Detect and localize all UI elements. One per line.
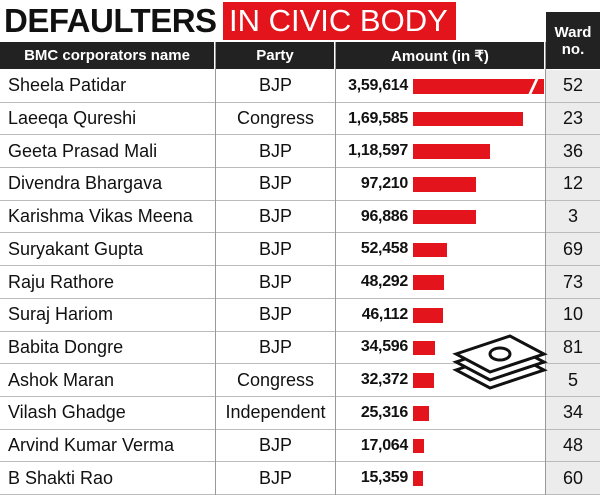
ward-no: 36 — [546, 135, 600, 169]
bar — [413, 406, 430, 421]
header-amount: Amount (in ₹) — [336, 42, 544, 69]
amount-label: 48,292 — [336, 266, 408, 299]
ward-no: 73 — [546, 266, 600, 299]
amount-label: 1,18,597 — [336, 135, 408, 169]
corporator-name: Karishma Vikas Meena — [0, 201, 215, 234]
ward-column-bg — [546, 70, 600, 495]
ward-no: 81 — [546, 332, 600, 365]
ward-no: 12 — [546, 168, 600, 201]
amount-cell-line — [408, 364, 545, 397]
party: BJP — [216, 332, 335, 365]
column-divider — [215, 42, 216, 495]
amount-cell-line — [408, 201, 545, 234]
bar — [413, 438, 425, 454]
amount-label: 32,372 — [336, 364, 408, 397]
amount-label: 96,886 — [336, 201, 408, 234]
party: BJP — [216, 234, 335, 267]
bar — [413, 79, 544, 94]
ward-no: 5 — [546, 364, 600, 397]
bar — [413, 177, 477, 192]
bar — [413, 144, 491, 160]
party: BJP — [216, 430, 335, 463]
header-ward: Ward no. — [546, 12, 600, 69]
ward-no: 23 — [546, 103, 600, 136]
title-highlight: IN CIVIC BODY — [223, 2, 456, 40]
title: DEFAULTERS — [4, 2, 217, 39]
ward-no: 3 — [546, 201, 600, 234]
corporator-name: Ashok Maran — [0, 364, 215, 397]
amount-cell-line — [408, 168, 545, 201]
party: Independent — [216, 397, 335, 430]
header-party: Party — [216, 42, 334, 69]
bar — [413, 373, 435, 388]
amount-cell-line — [408, 266, 545, 299]
party: BJP — [216, 462, 335, 495]
party: Congress — [216, 103, 335, 136]
corporator-name: Arvind Kumar Verma — [0, 430, 215, 463]
bar — [413, 242, 448, 258]
corporator-name: B Shakti Rao — [0, 462, 215, 495]
bar — [413, 471, 423, 487]
amount-cell-line — [408, 462, 545, 495]
amount-cell-line — [408, 430, 545, 463]
bar — [413, 307, 443, 323]
money-icon — [452, 334, 548, 390]
bar — [413, 340, 436, 356]
amount-cell-line — [408, 397, 545, 430]
corporator-name: Suraj Hariom — [0, 299, 215, 332]
column-divider — [335, 42, 336, 495]
bar — [413, 111, 524, 127]
amount-label: 46,112 — [336, 299, 408, 332]
party: BJP — [216, 70, 335, 103]
corporator-name: Vilash Ghadge — [0, 397, 215, 430]
amount-cell-line — [408, 234, 545, 267]
amount-label: 34,596 — [336, 332, 408, 365]
corporator-name: Sheela Patidar — [0, 70, 215, 103]
corporator-name: Suryakant Gupta — [0, 234, 215, 267]
party: BJP — [216, 299, 335, 332]
amount-cell-line — [408, 70, 545, 103]
amount-label: 3,59,614 — [336, 70, 408, 103]
party: BJP — [216, 135, 335, 169]
party: Congress — [216, 364, 335, 397]
amount-cell-line — [408, 135, 545, 169]
amount-label: 17,064 — [336, 430, 408, 463]
ward-no: 52 — [546, 70, 600, 103]
corporator-name: Raju Rathore — [0, 266, 215, 299]
bar — [413, 209, 476, 225]
party: BJP — [216, 168, 335, 201]
ward-no: 10 — [546, 299, 600, 332]
ward-no: 69 — [546, 234, 600, 267]
amount-label: 52,458 — [336, 234, 408, 267]
amount-label: 1,69,585 — [336, 103, 408, 136]
corporator-name: Divendra Bhargava — [0, 168, 215, 201]
ward-no: 34 — [546, 397, 600, 430]
corporator-name: Laeeqa Qureshi — [0, 103, 215, 136]
ward-no: 60 — [546, 462, 600, 495]
ward-no: 48 — [546, 430, 600, 463]
corporator-name: Babita Dongre — [0, 332, 215, 365]
bar — [413, 275, 445, 290]
amount-label: 15,359 — [336, 462, 408, 495]
amount-cell-line — [408, 103, 545, 136]
party: BJP — [216, 201, 335, 234]
header-name: BMC corporators name — [0, 42, 214, 69]
party: BJP — [216, 266, 335, 299]
amount-label: 97,210 — [336, 168, 408, 201]
amount-cell-line — [408, 299, 545, 332]
amount-label: 25,316 — [336, 397, 408, 430]
column-divider — [545, 42, 546, 495]
corporator-name: Geeta Prasad Mali — [0, 135, 215, 169]
